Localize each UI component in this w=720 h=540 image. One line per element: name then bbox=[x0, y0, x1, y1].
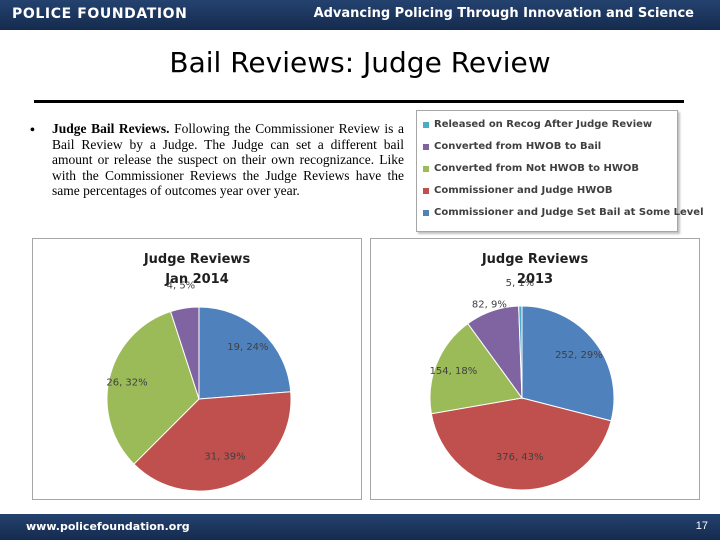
bullet-body: Following the Commissioner Review is a B… bbox=[52, 121, 404, 199]
legend-label: Converted from Not HWOB to HWOB bbox=[434, 163, 639, 174]
bullet-lead: Judge Bail Reviews. bbox=[52, 121, 170, 136]
legend-swatch bbox=[423, 210, 429, 216]
pie-slice bbox=[518, 305, 523, 399]
legend-item: Commissioner and Judge Set Bail at Some … bbox=[423, 207, 704, 223]
pie-slice bbox=[198, 306, 292, 400]
legend-label: Commissioner and Judge HWOB bbox=[434, 185, 613, 196]
title-divider bbox=[34, 100, 684, 103]
legend-item: Converted from HWOB to Bail bbox=[423, 141, 673, 157]
legend-item: Released on Recog After Judge Review bbox=[423, 119, 673, 135]
pie-slice bbox=[521, 305, 615, 422]
pie-slice bbox=[106, 310, 200, 465]
slice-data-label: 19, 24% bbox=[227, 342, 268, 353]
chart-legend: Released on Recog After Judge Review Con… bbox=[416, 110, 704, 232]
bullet-icon: • bbox=[30, 123, 35, 138]
legend-swatch bbox=[423, 166, 429, 172]
legend-label: Released on Recog After Judge Review bbox=[434, 119, 653, 130]
pie-chart-2013: Judge Reviews 2013 252, 29% 376, 43% 154, … bbox=[370, 238, 700, 500]
legend-item: Commissioner and Judge HWOB bbox=[423, 185, 673, 201]
bullet-text: Judge Bail Reviews. Following the Commis… bbox=[52, 121, 404, 199]
pie-slice bbox=[430, 397, 612, 491]
legend-label: Commissioner and Judge Set Bail at Some … bbox=[434, 207, 704, 218]
legend-swatch bbox=[423, 144, 429, 150]
pie-slice bbox=[169, 306, 200, 400]
slice-data-label: 376, 43% bbox=[496, 452, 544, 463]
slide-title: Bail Reviews: Judge Review bbox=[169, 46, 551, 79]
footer-bar: www.policefoundation.org 17 bbox=[0, 514, 720, 540]
chart-title-line1: Judge Reviews bbox=[481, 252, 589, 267]
pie-slice bbox=[429, 322, 523, 415]
pie-svg: 19, 24% 31, 39% 26, 32% 4, 5% bbox=[106, 280, 292, 492]
slice-data-label: 252, 29% bbox=[555, 350, 603, 361]
page-number: 17 bbox=[695, 520, 708, 532]
chart-title-line1: Judge Reviews bbox=[143, 252, 251, 267]
slice-data-label: 82, 9% bbox=[472, 300, 507, 311]
header-tagline: Advancing Policing Through Innovation an… bbox=[313, 6, 694, 21]
legend-swatch bbox=[423, 122, 429, 128]
pie-svg: 252, 29% 376, 43% 154, 18% 82, 9% 5, 1% bbox=[429, 278, 615, 491]
chart-title-line2: Jan 2014 bbox=[165, 272, 229, 287]
brand-name: POLICE FOUNDATION bbox=[12, 6, 188, 22]
footer-url: www.policefoundation.org bbox=[26, 520, 190, 533]
pie-slice bbox=[133, 391, 292, 492]
legend-swatch bbox=[423, 188, 429, 194]
legend-item: Converted from Not HWOB to HWOB bbox=[423, 163, 673, 179]
slice-data-label: 26, 32% bbox=[106, 378, 147, 389]
bullet-paragraph: • Judge Bail Reviews. Following the Comm… bbox=[30, 121, 406, 221]
slice-data-label: 4, 5% bbox=[167, 280, 196, 291]
pie-chart-jan-2014: Judge Reviews Jan 2014 19, 24% 31, 39% 26,… bbox=[32, 238, 362, 500]
header-bar: POLICE FOUNDATION Advancing Policing Thr… bbox=[0, 0, 720, 30]
slice-data-label: 31, 39% bbox=[204, 451, 245, 462]
legend-label: Converted from HWOB to Bail bbox=[434, 141, 602, 152]
slice-data-label: 154, 18% bbox=[430, 366, 478, 377]
chart-title-line2: 2013 bbox=[516, 272, 554, 287]
slice-data-label: 5, 1% bbox=[506, 278, 535, 289]
